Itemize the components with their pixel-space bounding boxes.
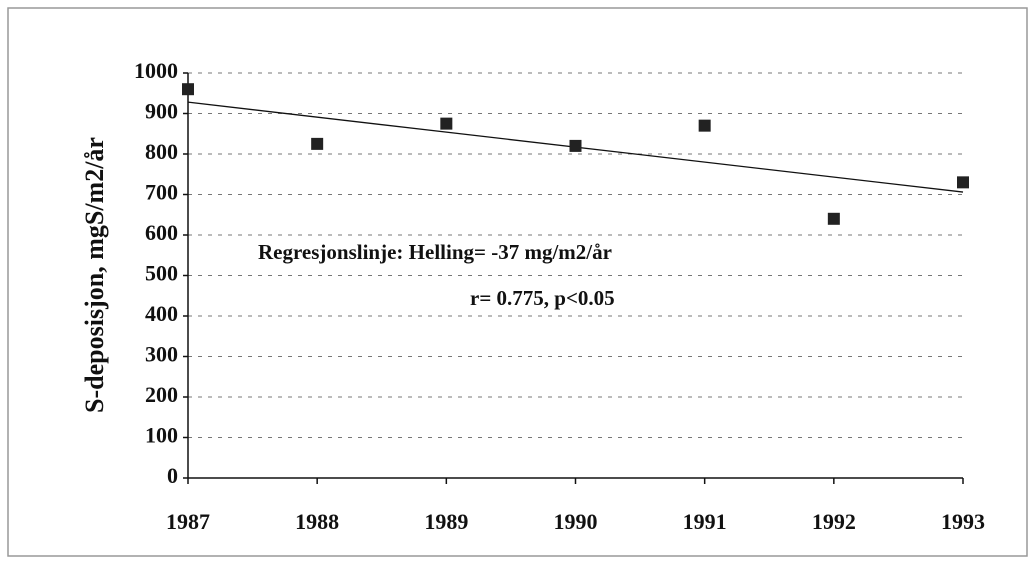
x-tick-label: 1992 [812, 509, 856, 534]
x-tick-label: 1991 [683, 509, 727, 534]
point [440, 117, 453, 130]
y-tick-label: 600 [145, 220, 178, 245]
y-tick-label: 400 [145, 301, 178, 326]
annotation: Regresjonslinje: Helling= -37 mg/m2/år [258, 240, 612, 264]
x-tick-label: 1989 [424, 509, 468, 534]
x-tick-label: 1988 [295, 509, 339, 534]
y-tick-label: 1000 [134, 58, 178, 83]
annotation: r= 0.775, p<0.05 [470, 286, 615, 310]
y-tick-label: 500 [145, 261, 178, 286]
y-tick-label: 100 [145, 423, 178, 448]
point [827, 212, 840, 225]
point [311, 137, 324, 150]
point [698, 119, 711, 132]
y-tick-label: 900 [145, 99, 178, 124]
point [569, 139, 582, 152]
point [182, 83, 194, 96]
chart-frame [7, 7, 1028, 557]
y-axis-title: S-deposisjon, mgS/m2/år [80, 137, 109, 413]
y-tick-label: 700 [145, 180, 178, 205]
y-tick-label: 300 [145, 342, 178, 367]
point [957, 176, 969, 189]
x-tick-label: 1993 [941, 509, 985, 534]
x-tick-label: 1990 [554, 509, 598, 534]
y-tick-label: 0 [167, 463, 178, 488]
y-tick-label: 200 [145, 382, 178, 407]
y-tick-label: 800 [145, 139, 178, 164]
x-tick-label: 1987 [166, 509, 210, 534]
